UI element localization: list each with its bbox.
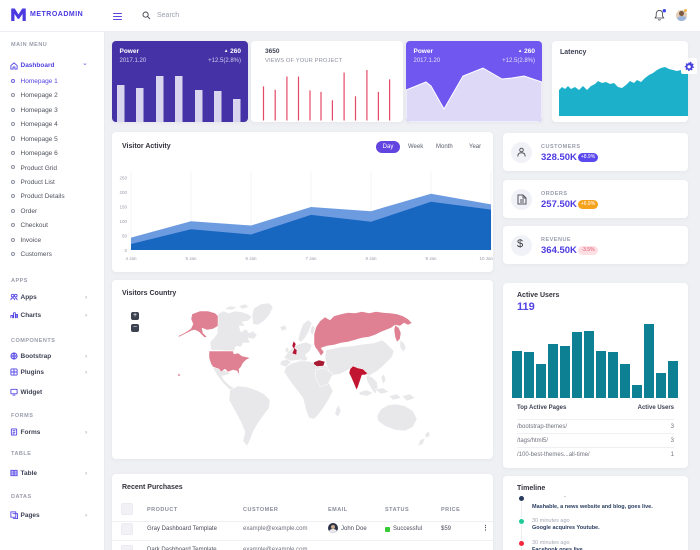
svg-text:4 Jan: 4 Jan	[125, 256, 137, 261]
svg-text:6 Jan: 6 Jan	[245, 256, 257, 261]
svg-text:250: 250	[119, 176, 127, 181]
svg-text:10 Jan: 10 Jan	[479, 256, 493, 261]
svg-text:200: 200	[119, 190, 127, 195]
svg-text:0: 0	[124, 248, 127, 253]
svg-text:150: 150	[119, 205, 127, 210]
svg-text:9 Jan: 9 Jan	[425, 256, 437, 261]
svg-text:7 Jan: 7 Jan	[305, 256, 317, 261]
svg-text:50: 50	[122, 234, 128, 239]
svg-text:8 Jan: 8 Jan	[365, 256, 377, 261]
svg-text:100: 100	[119, 219, 127, 224]
svg-text:5 Jan: 5 Jan	[185, 256, 197, 261]
